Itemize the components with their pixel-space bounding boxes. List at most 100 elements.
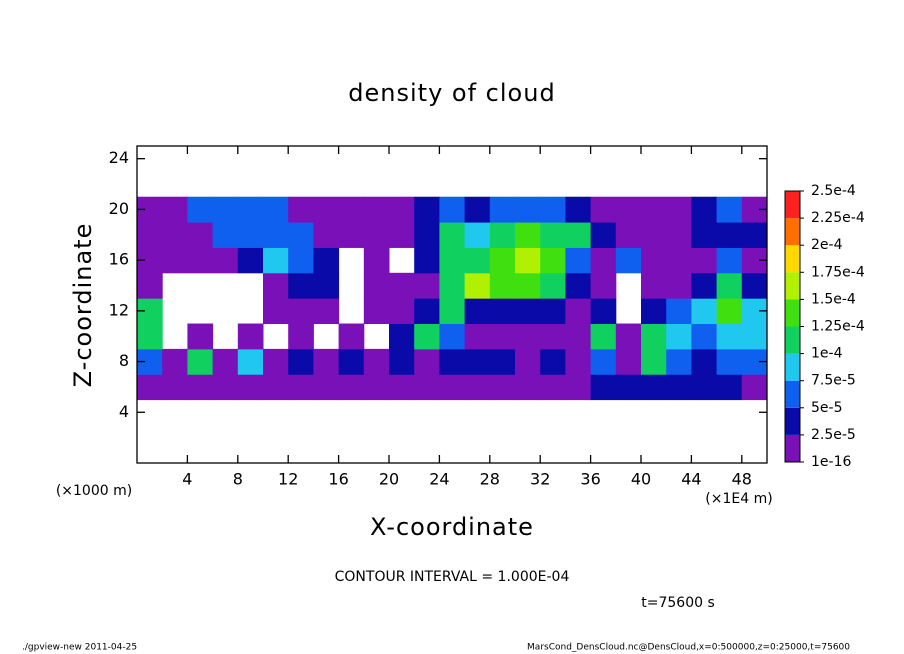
cell <box>288 298 314 325</box>
cell <box>263 348 289 375</box>
cell <box>565 374 592 401</box>
cell <box>363 348 390 375</box>
cell <box>288 374 314 401</box>
cell <box>313 196 340 223</box>
colorbar-label: 1.5e-4 <box>811 291 856 307</box>
cell <box>540 374 566 401</box>
cell <box>137 272 163 299</box>
cell <box>439 323 466 350</box>
cell <box>288 348 314 375</box>
colorbar-bin <box>785 380 800 408</box>
cell <box>565 272 592 299</box>
cell <box>389 298 415 325</box>
y-tick-label: 4 <box>119 402 129 421</box>
cell <box>338 374 365 401</box>
x-tick-label: 28 <box>480 470 500 489</box>
cell <box>162 374 188 401</box>
cell <box>389 374 415 401</box>
cell <box>666 374 692 401</box>
cell <box>615 323 642 350</box>
cell <box>439 222 466 248</box>
cell <box>691 222 718 248</box>
colorbar-bin <box>785 407 800 435</box>
x-tick-label: 4 <box>182 470 192 489</box>
cell <box>263 374 289 401</box>
x-tick-label: 20 <box>379 470 399 489</box>
cell <box>414 374 440 401</box>
cell <box>489 272 516 299</box>
cell <box>590 196 617 223</box>
cell <box>615 348 642 375</box>
cell <box>691 348 718 375</box>
cell <box>237 247 264 274</box>
cell <box>414 348 440 375</box>
cell <box>389 323 415 350</box>
cell <box>666 272 692 299</box>
x-tick-label: 36 <box>580 470 600 489</box>
cell <box>565 222 592 248</box>
cell <box>313 298 340 325</box>
cell <box>716 247 743 274</box>
cell <box>615 374 642 401</box>
cell <box>439 298 466 325</box>
cell <box>464 348 491 375</box>
cell <box>414 247 440 274</box>
cell <box>439 374 466 401</box>
cell <box>212 348 239 375</box>
cell <box>237 348 264 375</box>
cell <box>666 222 692 248</box>
colorbar-bin <box>785 245 800 273</box>
cell <box>414 323 440 350</box>
cell <box>691 196 718 223</box>
y-axis-label: Z-coordinate <box>69 223 97 388</box>
cell <box>641 348 667 375</box>
cell <box>439 272 466 299</box>
cell <box>590 272 617 299</box>
cell <box>414 196 440 223</box>
cell <box>363 222 390 248</box>
x-tick-label: 44 <box>681 470 701 489</box>
cell <box>666 323 692 350</box>
cell <box>464 247 491 274</box>
cell <box>439 196 466 223</box>
colorbar-label: 1e-4 <box>811 346 843 362</box>
x-tick-label: 8 <box>233 470 243 489</box>
cell <box>666 247 692 274</box>
cell <box>187 323 214 350</box>
y-tick-label: 24 <box>109 148 129 167</box>
cell <box>263 196 289 223</box>
cell <box>464 272 491 299</box>
cell <box>641 222 667 248</box>
cell <box>338 196 365 223</box>
colorbar-label: 7.5e-5 <box>811 373 856 389</box>
y-tick-label: 20 <box>109 199 129 218</box>
cell <box>540 323 566 350</box>
cell <box>313 374 340 401</box>
cell <box>187 196 214 223</box>
contour-interval: CONTOUR INTERVAL = 1.000E-04 <box>335 569 570 585</box>
cell <box>137 323 163 350</box>
cell <box>590 323 617 350</box>
colorbar-label: 1.25e-4 <box>811 319 865 335</box>
cell <box>363 196 390 223</box>
colorbar-bin <box>785 434 800 462</box>
colorbar-bin <box>785 353 800 381</box>
cell <box>565 348 592 375</box>
cell <box>641 272 667 299</box>
cell <box>414 272 440 299</box>
colorbar-label: 1.75e-4 <box>811 264 865 280</box>
cell <box>162 222 188 248</box>
colorbar-label: 2e-4 <box>811 237 843 253</box>
cell <box>590 298 617 325</box>
cell <box>615 247 642 274</box>
colorbar-label: 1e-16 <box>811 454 851 470</box>
cell <box>338 222 365 248</box>
cell <box>363 272 390 299</box>
colorbar-label: 5e-5 <box>811 400 842 416</box>
cell <box>515 247 541 274</box>
cell <box>565 323 592 350</box>
cell <box>288 323 314 350</box>
cell <box>641 298 667 325</box>
cell <box>489 374 516 401</box>
cell <box>263 247 289 274</box>
